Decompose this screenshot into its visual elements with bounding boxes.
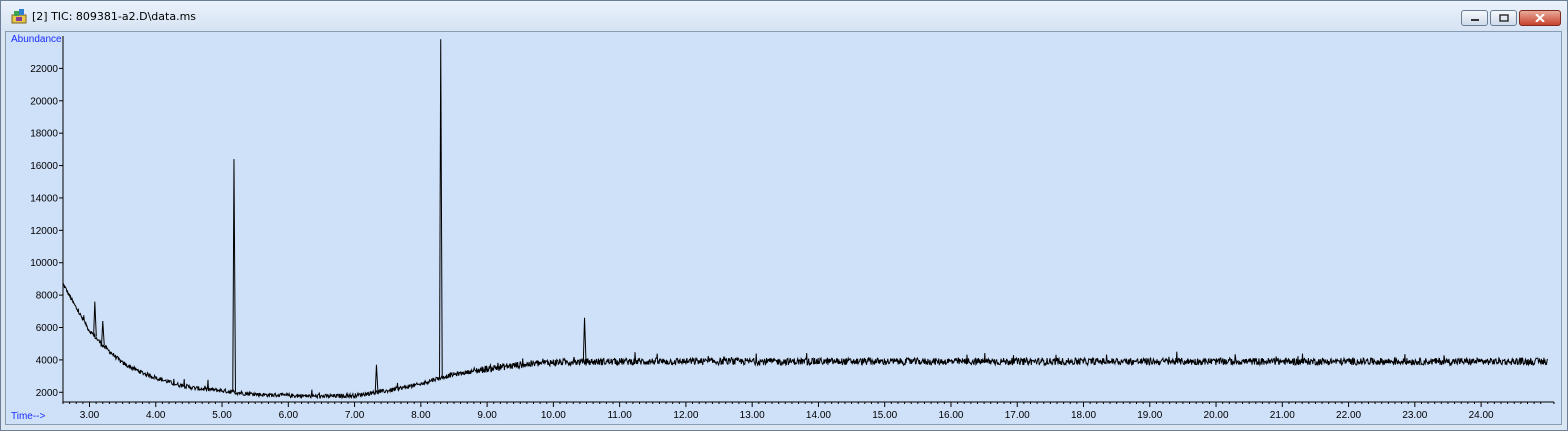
peak <box>93 301 97 337</box>
x-tick-label: 11.00 <box>607 410 632 421</box>
x-tick-label: 4.00 <box>146 410 166 421</box>
peak <box>101 320 105 346</box>
x-axis-label: Time--> <box>11 411 46 422</box>
tic-trace <box>62 282 1548 400</box>
close-button[interactable] <box>1519 10 1561 26</box>
window-title: [2] TIC: 809381-a2.D\data.ms <box>32 9 197 23</box>
y-tick-label: 6000 <box>36 323 59 334</box>
window-controls <box>1461 10 1561 26</box>
x-tick-label: 16.00 <box>938 410 963 421</box>
x-tick-label: 14.00 <box>806 410 831 421</box>
x-tick-label: 9.00 <box>477 410 497 421</box>
peaks <box>93 39 587 393</box>
y-tick-label: 8000 <box>36 291 59 302</box>
y-axis-label: Abundance <box>11 34 62 45</box>
x-tick-label: 17.00 <box>1005 410 1030 421</box>
x-tick-label: 7.00 <box>345 410 365 421</box>
x-tick-label: 13.00 <box>740 410 765 421</box>
x-tick-label: 23.00 <box>1402 410 1427 421</box>
x-tick-label: 18.00 <box>1071 410 1096 421</box>
y-tick-label: 2000 <box>36 388 59 399</box>
title-bar[interactable]: [2] TIC: 809381-a2.D\data.ms <box>1 1 1567 31</box>
peak <box>374 364 379 393</box>
x-tick-label: 10.00 <box>541 410 566 421</box>
y-tick-label: 22000 <box>30 64 58 75</box>
peak <box>439 39 443 378</box>
peak <box>582 317 587 362</box>
minimize-icon <box>1470 19 1479 21</box>
x-tick-label: 12.00 <box>673 410 698 421</box>
x-tick-label: 15.00 <box>872 410 897 421</box>
y-tick-label: 18000 <box>30 129 58 140</box>
minimize-button[interactable] <box>1461 10 1488 26</box>
y-tick-label: 16000 <box>30 161 58 172</box>
x-tick-label: 6.00 <box>279 410 299 421</box>
x-tick-label: 5.00 <box>212 410 232 421</box>
x-tick-label: 20.00 <box>1204 410 1229 421</box>
x-tick-label: 19.00 <box>1137 410 1162 421</box>
peak <box>232 159 236 393</box>
x-tick-label: 8.00 <box>411 410 431 421</box>
plot-area[interactable]: Abundance Time--> 2000 4000 6000 8000 10000 1… <box>5 31 1562 425</box>
x-tick-label: 3.00 <box>80 410 100 421</box>
chromatogram-chart: Abundance Time--> 2000 4000 6000 8000 10000 1… <box>11 34 1555 422</box>
y-tick-label: 20000 <box>30 96 58 107</box>
restore-button[interactable] <box>1490 10 1517 26</box>
axes <box>62 36 1554 403</box>
x-ticks: 3.00 4.00 5.00 6.00 7.00 8.00 9.00 10.00 11.00 12… <box>62 402 1555 421</box>
chromatogram-app-icon <box>11 9 27 24</box>
x-tick-label: 24.00 <box>1469 410 1494 421</box>
restore-icon <box>1498 14 1509 22</box>
y-ticks: 2000 4000 6000 8000 10000 12000 14000 16000 1800… <box>30 64 63 399</box>
y-tick-label: 10000 <box>30 258 58 269</box>
x-tick-label: 22.00 <box>1336 410 1361 421</box>
close-icon <box>1535 14 1545 22</box>
y-tick-label: 14000 <box>30 193 58 204</box>
y-tick-label: 12000 <box>30 226 58 237</box>
y-tick-label: 4000 <box>36 355 59 366</box>
x-tick-label: 21.00 <box>1270 410 1295 421</box>
